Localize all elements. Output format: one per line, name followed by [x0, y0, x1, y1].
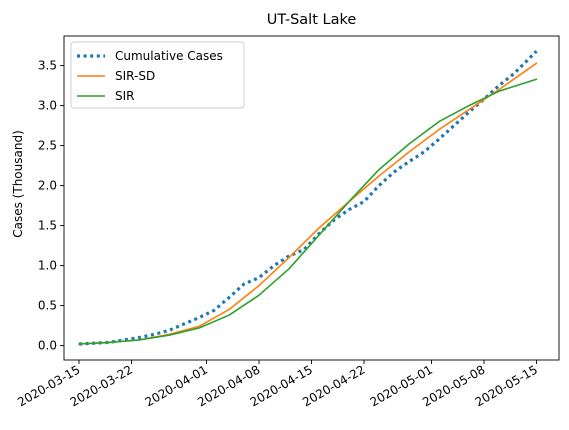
y-tick-label: 1.5	[38, 219, 57, 233]
y-tick-label: 1.0	[38, 259, 57, 273]
y-axis-label: Cases (Thousand)	[11, 130, 25, 238]
y-tick-label: 3.5	[38, 59, 57, 73]
legend-box	[70, 41, 245, 109]
plot-area: 0.00.51.01.52.02.53.03.52020-03-152020-0…	[15, 35, 560, 409]
y-tick-label: 2.5	[38, 139, 57, 153]
y-tick-label: 0.5	[38, 299, 57, 313]
series-line-3	[78, 78, 538, 345]
chart-title: UT-Salt Lake	[267, 12, 357, 28]
y-tick-label: 3.0	[38, 99, 57, 113]
y-tick-label: 0.0	[38, 339, 57, 353]
y-tick-label: 2.0	[38, 179, 57, 193]
legend-label-3: SIR	[115, 89, 135, 103]
legend-label-2: SIR-SD	[115, 69, 155, 83]
legend-label-1: Cumulative Cases	[115, 49, 223, 63]
